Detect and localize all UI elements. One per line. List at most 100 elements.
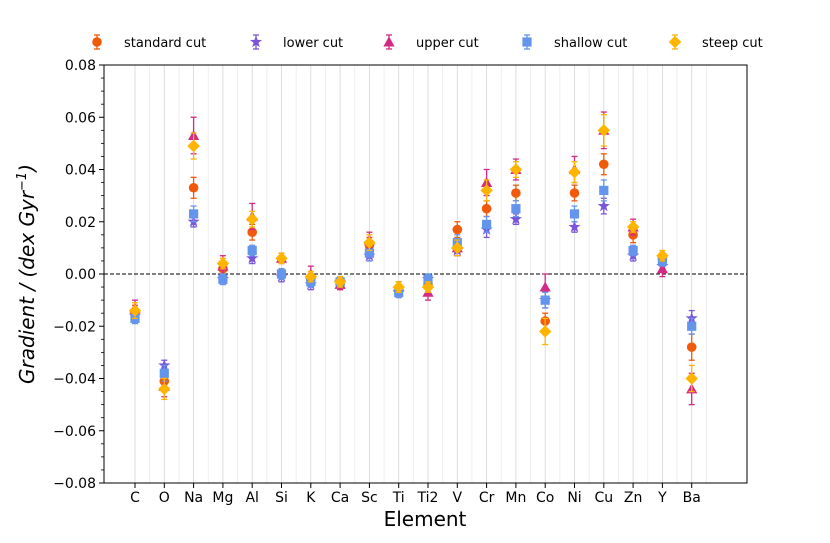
data-point: [481, 203, 492, 214]
x-tick-label: Si: [275, 490, 288, 506]
x-tick-label: Mn: [505, 490, 526, 506]
data-point: [304, 270, 317, 283]
legend-entry: lower cut: [249, 34, 343, 51]
y-tick-label: 0.00: [65, 267, 96, 283]
data-point: [246, 251, 259, 264]
legend-marker: [383, 36, 395, 47]
y-tick-label: −0.02: [53, 319, 96, 335]
x-tick-label: Cr: [479, 490, 495, 506]
data-point: [218, 274, 228, 284]
y-tick-label: 0.02: [65, 215, 96, 231]
y-axis-label-main: Gradient / (dex Gyr: [15, 189, 39, 384]
x-tick-label: Ba: [683, 490, 701, 506]
legend-entry: upper cut: [383, 34, 479, 51]
data-point: [275, 252, 288, 265]
x-tick-label: Y: [657, 490, 667, 506]
data-point: [511, 188, 521, 198]
data-point: [216, 257, 230, 270]
x-tick-label: Zn: [624, 490, 642, 506]
data-point: [599, 159, 609, 170]
data-point: [597, 199, 610, 212]
data-point: [597, 124, 610, 137]
data-point: [685, 372, 698, 385]
data-point: [247, 245, 257, 256]
legend-marker: [522, 37, 532, 47]
data-point: [128, 304, 142, 317]
data-point: [599, 185, 609, 195]
data-point: [392, 280, 405, 294]
y-axis-label-close: ): [15, 164, 39, 174]
series-steep-cut: [128, 113, 698, 401]
legend-label: steep cut: [702, 36, 763, 51]
y-tick-label: −0.08: [53, 476, 96, 492]
y-tick-label: 0.06: [65, 110, 96, 126]
legend-label: lower cut: [283, 36, 343, 51]
x-tick-label: V: [453, 490, 463, 506]
data-marks: [128, 111, 698, 406]
data-point: [568, 220, 581, 233]
x-tick-label: C: [130, 490, 140, 506]
legend-label: standard cut: [124, 36, 206, 51]
x-axis-label: Element: [384, 507, 467, 531]
legend-label: shallow cut: [554, 36, 627, 51]
axes: −0.08 −0.06 −0.04 −0.02 0.00 0.02 0.04 0.06 0.08…: [53, 58, 748, 506]
data-point: [686, 342, 697, 352]
data-point: [187, 139, 200, 153]
legend-label: upper cut: [416, 36, 479, 51]
data-point: [539, 325, 552, 338]
x-tick-label: Cu: [594, 490, 613, 506]
data-point: [509, 163, 523, 176]
x-tick-label: Ca: [331, 490, 349, 506]
data-point: [568, 165, 581, 179]
x-tick-label: K: [306, 490, 316, 506]
data-point: [246, 212, 259, 226]
data-point: [363, 236, 376, 249]
legend: standard cut lower cut upper cut shallow cu…: [92, 34, 763, 51]
y-tick-label: 0.08: [65, 58, 96, 74]
data-point: [421, 280, 435, 294]
data-point: [540, 295, 550, 305]
x-tick-label: Sc: [361, 490, 378, 506]
data-point: [628, 245, 638, 256]
x-tick-label: Ti2: [417, 490, 439, 506]
x-tick-label: Al: [245, 490, 258, 506]
data-point: [687, 321, 697, 331]
data-point: [452, 224, 463, 235]
data-point: [451, 241, 464, 255]
data-point: [333, 275, 347, 289]
y-axis-label: Gradient / (dex Gyr−1): [15, 164, 39, 384]
x-tick-label: Ti: [392, 490, 405, 506]
x-tick-label: O: [159, 490, 170, 506]
x-tick-label: Mg: [212, 490, 233, 506]
data-point: [423, 274, 433, 284]
data-point: [276, 269, 287, 279]
data-point: [656, 263, 668, 274]
data-point: [626, 220, 640, 234]
data-point: [482, 219, 492, 229]
legend-entry: shallow cut: [522, 34, 627, 51]
legend-marker: [668, 35, 682, 49]
data-point: [158, 382, 171, 396]
data-point: [480, 184, 493, 197]
legend-marker: [249, 35, 263, 48]
data-point: [569, 188, 580, 198]
y-tick-label: −0.06: [53, 424, 96, 440]
data-point: [364, 248, 374, 258]
y-axis-label-exponent: −1: [15, 172, 30, 191]
x-tick-label: Na: [184, 490, 203, 506]
data-point: [188, 182, 199, 193]
data-point: [569, 209, 580, 219]
legend-marker: [92, 37, 102, 47]
x-tick-label: Co: [536, 490, 554, 506]
data-point: [656, 249, 669, 262]
y-tick-label: −0.04: [53, 372, 96, 388]
legend-entry: standard cut: [92, 34, 206, 51]
data-point: [539, 281, 551, 292]
y-tick-label: 0.04: [65, 163, 96, 179]
data-point: [189, 209, 199, 219]
data-point: [509, 212, 522, 225]
data-point: [511, 204, 521, 214]
data-point: [159, 368, 169, 378]
x-tick-label: Ni: [567, 490, 581, 506]
